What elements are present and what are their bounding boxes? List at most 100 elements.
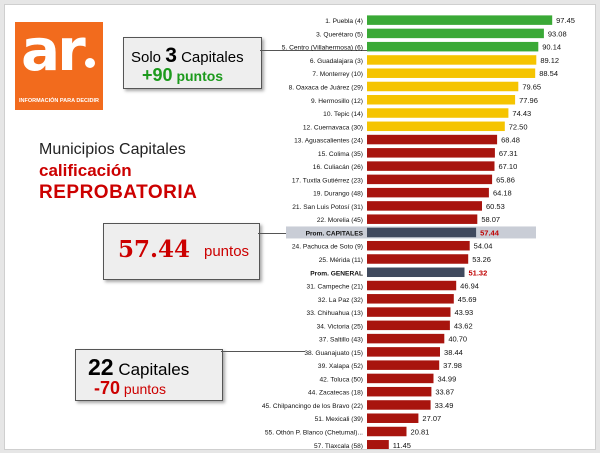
logo-dot (85, 58, 95, 68)
bar (367, 174, 493, 185)
category-label: 31. Campeche (21) (307, 284, 363, 291)
callout-top-line1: Solo 3 Capitales (131, 44, 244, 68)
category-label: 51. Mexicali (39) (315, 416, 363, 423)
bar (367, 161, 495, 171)
logo-tagline: INFORMACIÓN PARA DECIDIR (18, 98, 100, 104)
category-label: 39. Xalapa (52) (318, 363, 363, 370)
bar (367, 41, 539, 52)
callout-top-unit: puntos (176, 68, 224, 84)
bar (367, 280, 457, 291)
category-label: 13. Aguascalientes (24) (294, 138, 363, 145)
value-label: 74.43 (512, 109, 531, 118)
category-label: 5. Centro (Villahermosa) (6) (282, 45, 363, 52)
value-label: 43.93 (454, 308, 473, 317)
leader-line-average (258, 233, 288, 234)
category-label: 7. Monterrey (10) (312, 71, 363, 78)
value-label: 27.07 (422, 414, 441, 423)
bar (367, 347, 440, 357)
headline-line1: Municipios Capitales (39, 141, 186, 158)
bar (367, 400, 431, 410)
category-label: 38. Guanajuato (15) (304, 350, 363, 357)
callout-bottom-capitals: 22 Capitales -70 puntos (75, 349, 223, 401)
value-label: 57.44 (480, 228, 500, 237)
callout-top-capitals: Solo 3 Capitales +90 puntos (123, 37, 262, 89)
value-label: 97.45 (556, 16, 575, 25)
value-label: 65.86 (496, 175, 515, 184)
category-label: 16. Culiacán (26) (313, 164, 363, 171)
value-label: 79.65 (522, 82, 541, 91)
infographic-frame: ar INFORMACIÓN PARA DECIDIR Solo 3 Capit… (4, 4, 596, 450)
callout-bottom-line2: -70 puntos (94, 378, 166, 399)
value-label: 20.81 (411, 428, 430, 437)
value-label: 77.96 (519, 96, 538, 105)
value-label: 33.49 (435, 401, 454, 410)
category-label: Prom. CAPITALES (306, 230, 364, 237)
headline-line2: calificación (39, 161, 132, 180)
callout-bottom-delta: -70 (94, 378, 121, 398)
category-label: 19. Durango (48) (313, 191, 363, 198)
category-label: 37. Saltillo (43) (319, 337, 363, 344)
bar (367, 294, 454, 304)
bar (367, 360, 440, 370)
category-label: 34. Victoria (25) (317, 323, 363, 330)
bar-chart: 1. Puebla (4) 97.45 3. Querétaro (5) 93.08 5… (262, 15, 575, 449)
value-label: 60.53 (486, 202, 505, 211)
bar (367, 121, 505, 132)
value-label: 89.12 (540, 56, 559, 65)
callout-bottom-number: 22 (88, 354, 114, 380)
value-label: 67.10 (498, 162, 517, 171)
bar (367, 386, 432, 397)
callout-bottom-unit: puntos (123, 381, 166, 397)
value-label: 37.98 (443, 361, 462, 370)
bar (367, 187, 489, 198)
callout-top-prefix: Solo (131, 49, 162, 66)
bar (367, 148, 495, 158)
value-label: 54.04 (474, 242, 493, 251)
logo-mark: ar (21, 16, 86, 84)
callout-bottom-line1: 22 Capitales (88, 354, 189, 381)
bar (367, 214, 478, 224)
bar (367, 201, 482, 211)
callout-top-delta: +90 (142, 65, 173, 85)
callout-top-number: 3 (165, 44, 177, 67)
callout-top-word: Capitales (181, 49, 244, 66)
category-label: 9. Hermosillo (12) (311, 98, 363, 105)
category-label: 32. La Paz (32) (318, 297, 363, 304)
value-label: 67.31 (499, 149, 518, 158)
callout-average-value: 57.44 (118, 236, 191, 263)
value-label: 45.69 (458, 295, 477, 304)
bar (367, 373, 434, 384)
bar (367, 55, 537, 65)
value-label: 88.54 (539, 69, 558, 78)
callout-bottom-word: Capitales (118, 360, 190, 379)
value-label: 58.07 (481, 215, 500, 224)
bar (367, 333, 445, 344)
value-label: 38.44 (444, 348, 463, 357)
brand-logo: ar INFORMACIÓN PARA DECIDIR (15, 16, 103, 110)
value-label: 93.08 (548, 29, 567, 38)
category-label: 33. Chihuahua (13) (307, 310, 363, 317)
category-label: 3. Querétaro (5) (316, 31, 363, 38)
value-label: 53.26 (472, 255, 491, 264)
value-label: 43.62 (454, 321, 473, 330)
bar (367, 108, 509, 118)
bar (367, 254, 469, 264)
value-label: 72.50 (509, 122, 528, 131)
category-label: 44. Zacatecas (18) (308, 390, 363, 397)
bar (367, 426, 407, 437)
leader-line-bottom (221, 351, 305, 352)
callout-average: 57.44 puntos (103, 223, 260, 280)
bar (367, 440, 389, 449)
bar (367, 28, 544, 39)
category-label: 1. Puebla (4) (325, 18, 363, 25)
category-label: 25. Mérida (11) (319, 257, 363, 264)
category-label: 24. Pachuca de Soto (9) (292, 244, 363, 251)
bar (367, 320, 450, 331)
category-label: 45. Chilpancingo de los Bravo (22) (262, 403, 363, 410)
bar (367, 267, 465, 278)
value-label: 11.45 (393, 441, 411, 449)
category-label: 12. Cuernavaca (30) (303, 124, 363, 131)
category-label: Prom. GENERAL (310, 270, 363, 277)
category-label: 42. Toluca (50) (320, 376, 364, 383)
value-label: 64.18 (493, 189, 512, 198)
